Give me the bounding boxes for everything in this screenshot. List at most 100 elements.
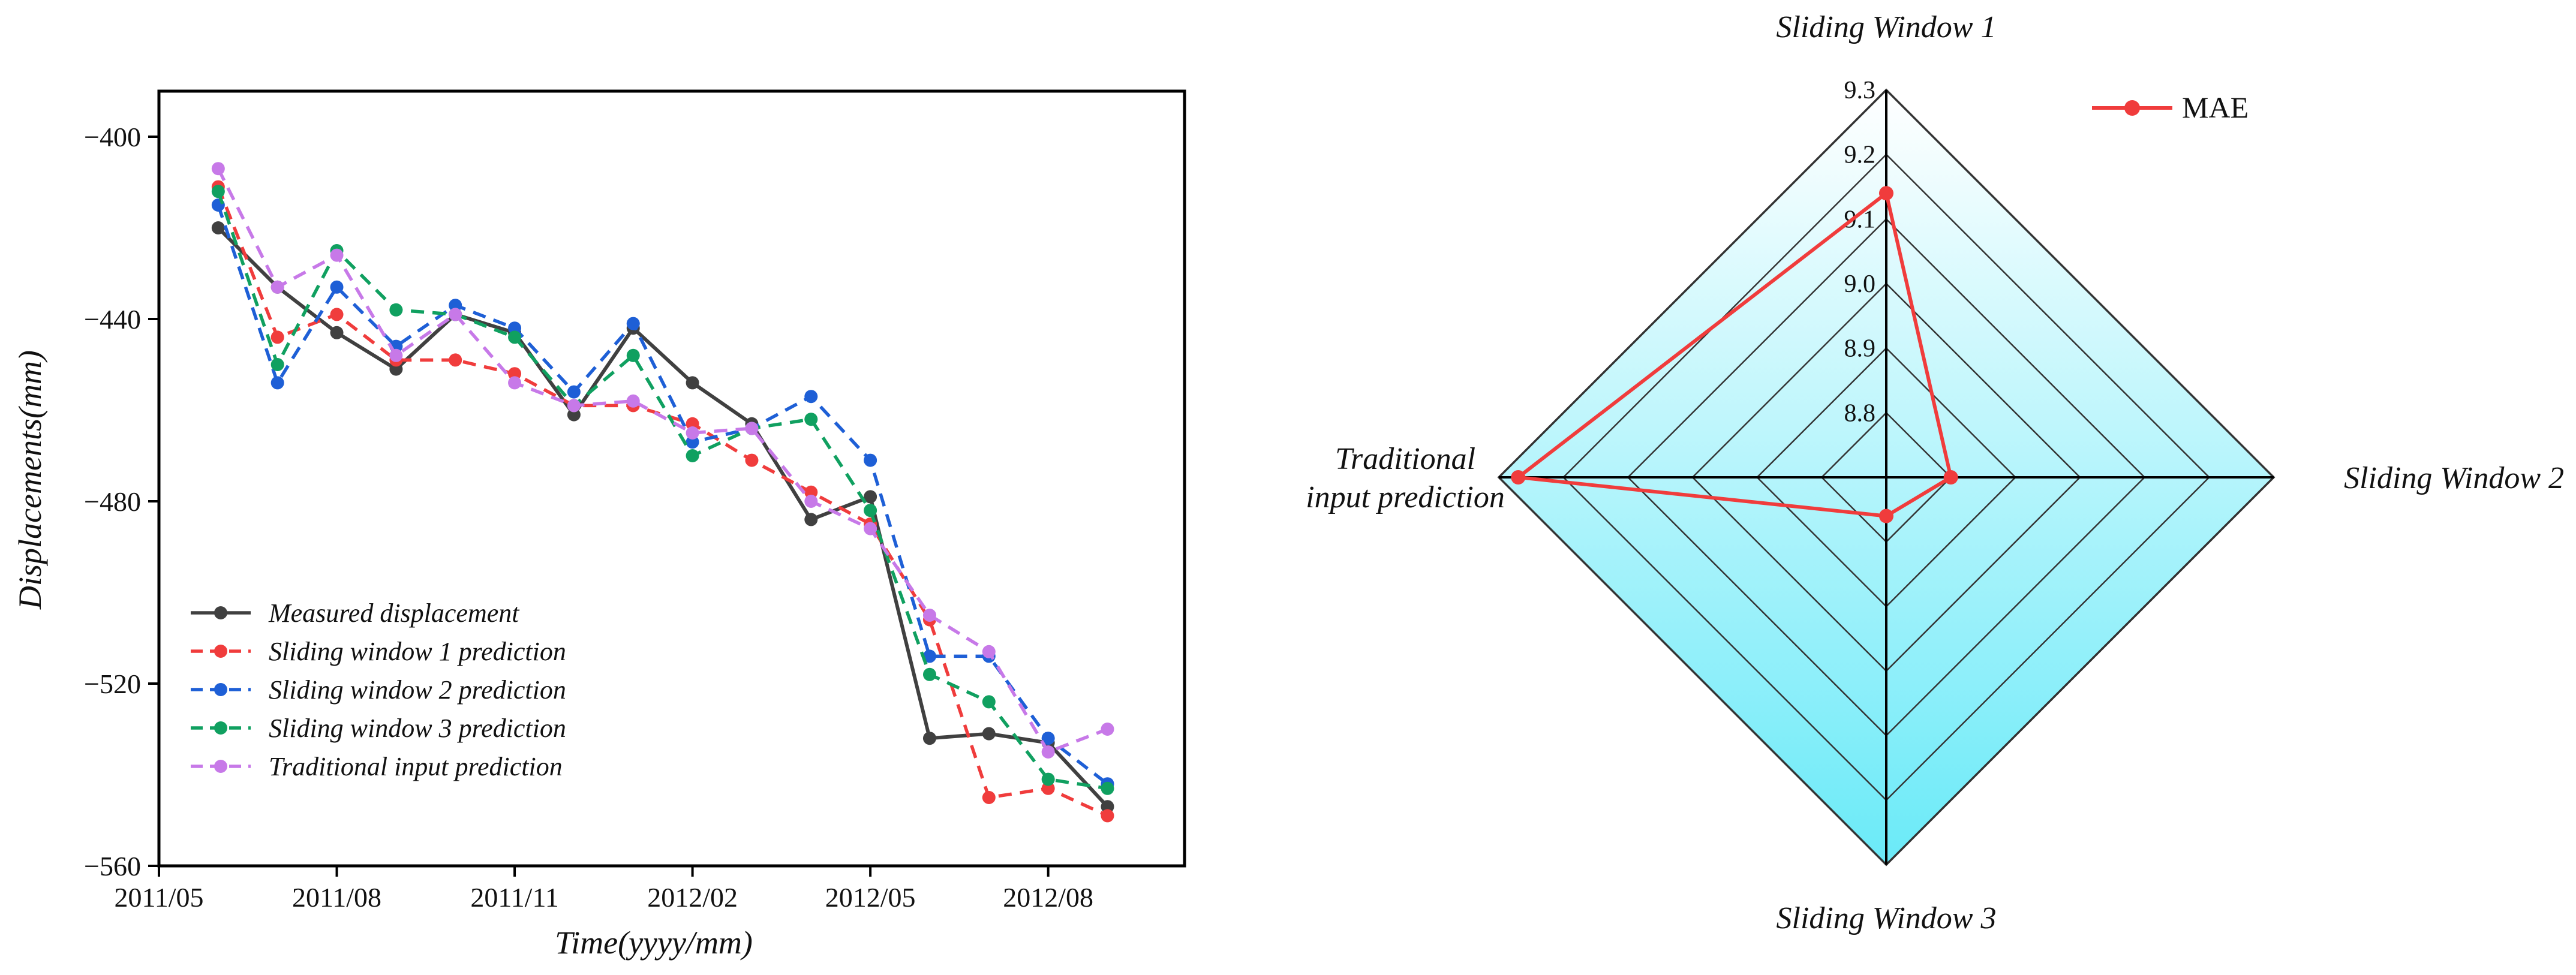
data-point	[804, 513, 818, 526]
legend-label: Sliding window 2 prediction	[269, 675, 566, 705]
mae-point-sliding-window-2	[1943, 470, 1958, 485]
data-point	[686, 376, 699, 390]
axis-label-top: Sliding Window 1	[1777, 10, 1997, 44]
axis-label-line: input prediction	[1306, 480, 1505, 514]
data-point	[330, 248, 344, 262]
data-point	[211, 185, 225, 198]
data-point	[1041, 772, 1055, 786]
legend-item: Traditional input prediction	[191, 752, 563, 781]
data-point	[922, 732, 936, 745]
legend-item: Sliding window 3 prediction	[191, 714, 566, 743]
data-point	[686, 426, 699, 440]
y-axis-title: Displacements(mm)	[12, 350, 48, 610]
legend: Measured displacement Sliding window 1 pr…	[191, 598, 566, 781]
data-point	[804, 495, 818, 508]
legend-marker	[214, 645, 227, 658]
data-point	[449, 353, 462, 367]
data-point	[1041, 781, 1055, 795]
legend-label: Measured displacement	[268, 598, 520, 628]
data-point	[686, 417, 699, 431]
data-point	[1101, 781, 1114, 795]
data-point	[864, 453, 877, 467]
data-point	[1101, 723, 1114, 736]
data-point	[270, 280, 284, 294]
data-point	[567, 408, 581, 422]
axis-label-left: Traditional input prediction	[1306, 442, 1505, 514]
data-point	[567, 385, 581, 399]
x-tick-label: 2011/05	[114, 882, 203, 913]
line-series-group	[211, 162, 1114, 823]
x-tick-label: 2011/11	[470, 882, 558, 913]
legend-item: Sliding window 1 prediction	[191, 637, 566, 666]
data-point	[864, 504, 877, 517]
data-point	[1101, 809, 1114, 823]
data-point	[686, 449, 699, 462]
data-point	[1101, 800, 1114, 814]
legend-label: Sliding window 1 prediction	[269, 637, 566, 666]
axis-label-line: Traditional	[1335, 442, 1475, 476]
x-tick-label: 2011/08	[292, 882, 381, 913]
data-point	[508, 367, 522, 381]
y-tick-label: −560	[84, 851, 141, 881]
mae-point-sliding-window-3	[1879, 508, 1893, 523]
legend-label: MAE	[2182, 91, 2249, 124]
data-point	[330, 326, 344, 339]
data-point	[804, 390, 818, 404]
mae-point-sliding-window-1	[1879, 186, 1893, 201]
data-point	[982, 727, 996, 741]
radar-axis-labels: Sliding Window 1 Sliding Window 2 Sliding …	[1306, 10, 2564, 935]
radar-axes	[1499, 90, 2274, 865]
legend-marker	[2124, 100, 2140, 116]
tick-label: 9.2	[1844, 142, 1876, 169]
data-point	[270, 376, 284, 390]
data-point	[330, 280, 344, 294]
data-point	[804, 413, 818, 426]
data-point	[626, 348, 640, 362]
data-point	[270, 358, 284, 371]
x-axis-ticks: 2011/05 2011/08 2011/11 2012/02 2012/05 2012/…	[114, 866, 1093, 913]
radar-legend: MAE	[2092, 91, 2249, 124]
tick-label: 8.9	[1844, 335, 1876, 363]
data-point	[449, 308, 462, 321]
legend-marker	[214, 683, 227, 696]
legend-marker	[214, 721, 227, 735]
data-point	[922, 667, 936, 681]
data-point	[567, 399, 581, 413]
data-point	[804, 485, 818, 499]
series-line	[217, 167, 1108, 754]
data-point	[864, 490, 877, 504]
mae-point-traditional-input-prediction	[1511, 470, 1526, 485]
series-line	[217, 186, 1108, 817]
data-point	[211, 221, 225, 234]
data-point	[389, 303, 403, 317]
x-tick-label: 2012/08	[1003, 882, 1093, 913]
data-point	[626, 317, 640, 330]
data-point	[626, 394, 640, 408]
y-tick-label: −400	[84, 122, 141, 152]
data-point	[508, 376, 522, 390]
data-point	[686, 435, 699, 449]
tick-label: 9.0	[1844, 270, 1876, 298]
data-point	[211, 162, 225, 176]
series-line	[217, 204, 1109, 786]
y-tick-label: −520	[84, 669, 141, 699]
legend-marker	[214, 606, 227, 619]
series-sliding-window-2-prediction	[211, 198, 1114, 791]
x-tick-label: 2012/02	[647, 882, 738, 913]
tick-label: 8.8	[1844, 399, 1876, 427]
data-point	[922, 609, 936, 622]
data-point	[508, 321, 522, 335]
data-point	[449, 299, 462, 312]
data-point	[745, 422, 759, 435]
data-point	[389, 348, 403, 362]
y-tick-label: −480	[84, 486, 141, 517]
legend-item: Measured displacement	[191, 598, 520, 628]
line-chart: −400−440−480−520−560 2011/05 2011/08 2011/…	[12, 89, 1186, 961]
series-line	[217, 226, 1109, 808]
legend-label: Traditional input prediction	[269, 752, 563, 781]
radar-chart: 8.88.99.09.19.29.3 Sliding Window 1Slidi…	[1306, 10, 2564, 935]
x-tick-label: 2012/05	[825, 882, 916, 913]
data-point	[982, 791, 996, 804]
y-tick-label: −440	[84, 304, 141, 335]
data-point	[982, 645, 996, 658]
